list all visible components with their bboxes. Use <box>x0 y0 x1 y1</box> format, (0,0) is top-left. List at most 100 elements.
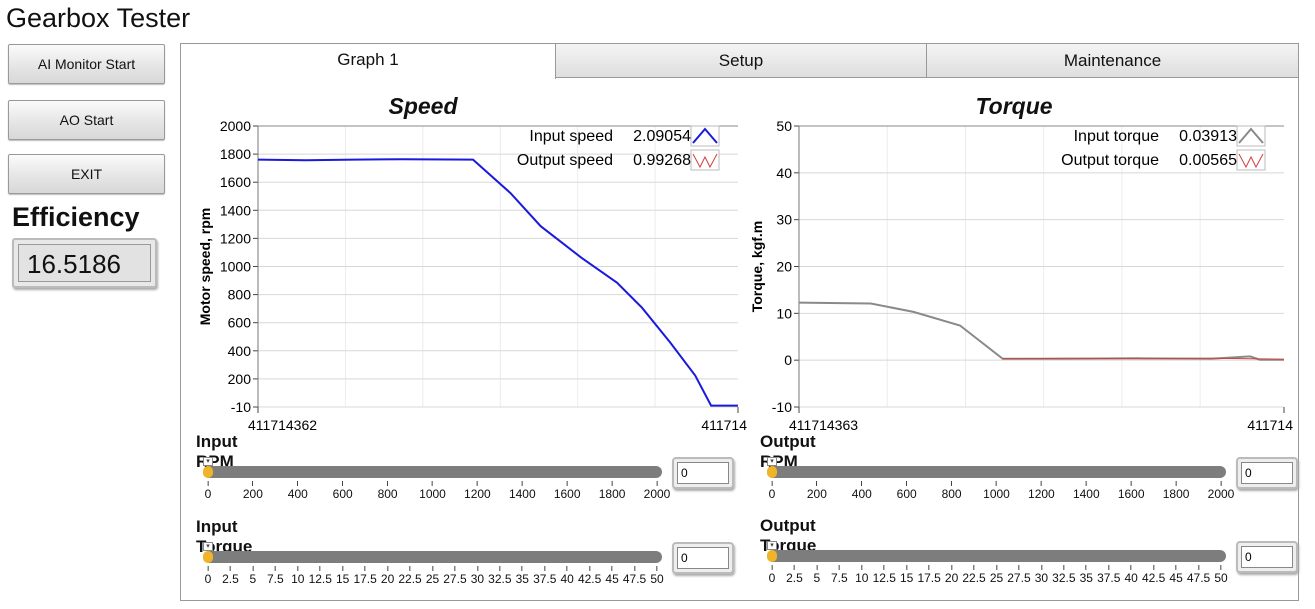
slider-tick-label: 0 <box>205 481 212 501</box>
exit-button[interactable]: EXIT <box>8 154 165 194</box>
input-rpm-slider[interactable] <box>203 466 662 478</box>
y-tick-label: 50 <box>776 118 792 134</box>
slider-tick-label: 30 <box>1035 565 1048 585</box>
slider-tick-label: 47.5 <box>623 566 646 586</box>
y-axis-label: Motor speed, rpm <box>197 208 213 325</box>
slider-tick-label: 1400 <box>1073 481 1100 501</box>
efficiency-indicator: 16.5186 <box>12 238 157 288</box>
slider-tick-label: 17.5 <box>917 565 940 585</box>
y-tick-label: 40 <box>776 165 792 181</box>
slider-tick-label: 42.5 <box>578 566 601 586</box>
series-line-output-torque <box>1002 357 1285 360</box>
legend-label: Input torque <box>1074 128 1160 145</box>
slider-fill <box>203 551 213 563</box>
slider-tick-label: 2000 <box>644 481 671 501</box>
y-tick-label: 0 <box>784 352 792 368</box>
y-tick-label: 1600 <box>220 174 251 190</box>
slider-tick-label: 42.5 <box>1142 565 1165 585</box>
slider-tick-label: 1600 <box>1118 481 1145 501</box>
legend-swatch <box>690 149 720 171</box>
slider-tick-label: 27.5 <box>1007 565 1030 585</box>
slider-tick-label: 45 <box>1169 565 1182 585</box>
slider-tick-label: 45 <box>605 566 618 586</box>
app-title: Gearbox Tester <box>6 3 191 33</box>
slider-thumb-marker-icon[interactable]: ▾ <box>767 541 777 550</box>
y-tick-label: 800 <box>228 287 252 303</box>
slider-tick-label: 25 <box>990 565 1003 585</box>
y-axis-label: Torque, kgf.m <box>749 221 765 313</box>
slider-tick-label: 200 <box>807 481 827 501</box>
tab-setup[interactable]: Setup <box>555 43 927 78</box>
slider-tick-label: 27.5 <box>443 566 466 586</box>
slider-tick-label: 800 <box>378 481 398 501</box>
slider-tick-label: 2000 <box>1208 481 1235 501</box>
y-tick-label: 2000 <box>220 118 251 134</box>
slider-thumb-marker-icon[interactable]: ▾ <box>767 457 777 466</box>
input-torque-numeric-box <box>672 542 734 574</box>
slider-tick-label: 12.5 <box>309 566 332 586</box>
output-torque-numeric-box <box>1236 541 1298 573</box>
slider-tick-label: 2.5 <box>786 565 803 585</box>
y-tick-label: 1400 <box>220 202 251 218</box>
slider-tick-label: 35 <box>516 566 529 586</box>
slider-tick-label: 7.5 <box>831 565 848 585</box>
efficiency-value: 16.5186 <box>18 244 151 282</box>
slider-tick-label: 10 <box>855 565 868 585</box>
slider-tick-label: 1600 <box>554 481 581 501</box>
slider-tick-label: 1400 <box>509 481 536 501</box>
legend-line-icon <box>1238 153 1264 169</box>
slider-tick-label: 22.5 <box>398 566 421 586</box>
torque-chart-title: Torque <box>975 93 1053 119</box>
slider-tick-label: 1200 <box>1028 481 1055 501</box>
slider-tick-label: 0 <box>769 481 776 501</box>
output-torque-slider[interactable] <box>767 550 1226 562</box>
efficiency-label: Efficiency <box>12 202 140 232</box>
tab-maintenance[interactable]: Maintenance <box>926 43 1299 78</box>
slider-tick-label: 32.5 <box>1052 565 1075 585</box>
slider-fill <box>767 466 777 478</box>
slider-tick-label: 37.5 <box>533 566 556 586</box>
slider-fill <box>203 466 213 478</box>
speed-chart-title: Speed <box>388 93 458 119</box>
slider-tick-label: 10 <box>291 566 304 586</box>
slider-tick-label: 400 <box>852 481 872 501</box>
y-tick-label: 200 <box>228 371 252 387</box>
tab-graph-1[interactable]: Graph 1 <box>180 43 556 79</box>
output-rpm-slider[interactable] <box>767 466 1226 478</box>
y-tick-label: -10 <box>231 399 251 415</box>
speed-chart: -10 200 400 600 800 1000 1200 1400 1600 1800 2000 4… <box>197 118 747 433</box>
x-tick-label-start: 411714362 <box>248 417 317 433</box>
x-tick-label-start: 411714363 <box>789 417 858 433</box>
x-tick-label-end: 411714 <box>1247 417 1293 433</box>
legend-readout: 0.99268 <box>633 152 691 169</box>
y-tick-label: -10 <box>772 399 792 415</box>
slider-tick-label: 0 <box>769 565 776 585</box>
y-tick-label: 1000 <box>220 259 251 275</box>
slider-tick-label: 1200 <box>464 481 491 501</box>
slider-tick-label: 35 <box>1080 565 1093 585</box>
output-rpm-input[interactable] <box>1241 462 1293 484</box>
output-torque-input[interactable] <box>1241 546 1293 568</box>
input-rpm-numeric-box <box>672 457 734 489</box>
slider-thumb-marker-icon[interactable]: ▾ <box>203 457 213 466</box>
legend-swatch <box>1236 149 1266 171</box>
slider-tick-label: 1000 <box>419 481 446 501</box>
ao-start-button[interactable]: AO Start <box>8 100 165 140</box>
legend-line-icon <box>692 153 718 169</box>
y-tick-label: 10 <box>776 305 792 321</box>
slider-tick-label: 600 <box>333 481 353 501</box>
slider-tick-label: 800 <box>942 481 962 501</box>
input-torque-input[interactable] <box>677 547 729 569</box>
output-rpm-numeric-box <box>1236 457 1298 489</box>
input-torque-slider[interactable] <box>203 551 662 563</box>
slider-thumb-marker-icon[interactable]: ▾ <box>203 542 213 551</box>
slider-tick-label: 30 <box>471 566 484 586</box>
slider-fill <box>767 550 777 562</box>
legend-label: Input speed <box>529 128 613 145</box>
y-tick-label: 20 <box>776 259 792 275</box>
ai-monitor-start-button[interactable]: AI Monitor Start <box>8 44 165 84</box>
input-rpm-input[interactable] <box>677 462 729 484</box>
legend-readout: 0.03913 <box>1179 128 1237 145</box>
slider-tick-label: 20 <box>945 565 958 585</box>
legend-readout: 0.00565 <box>1179 152 1237 169</box>
